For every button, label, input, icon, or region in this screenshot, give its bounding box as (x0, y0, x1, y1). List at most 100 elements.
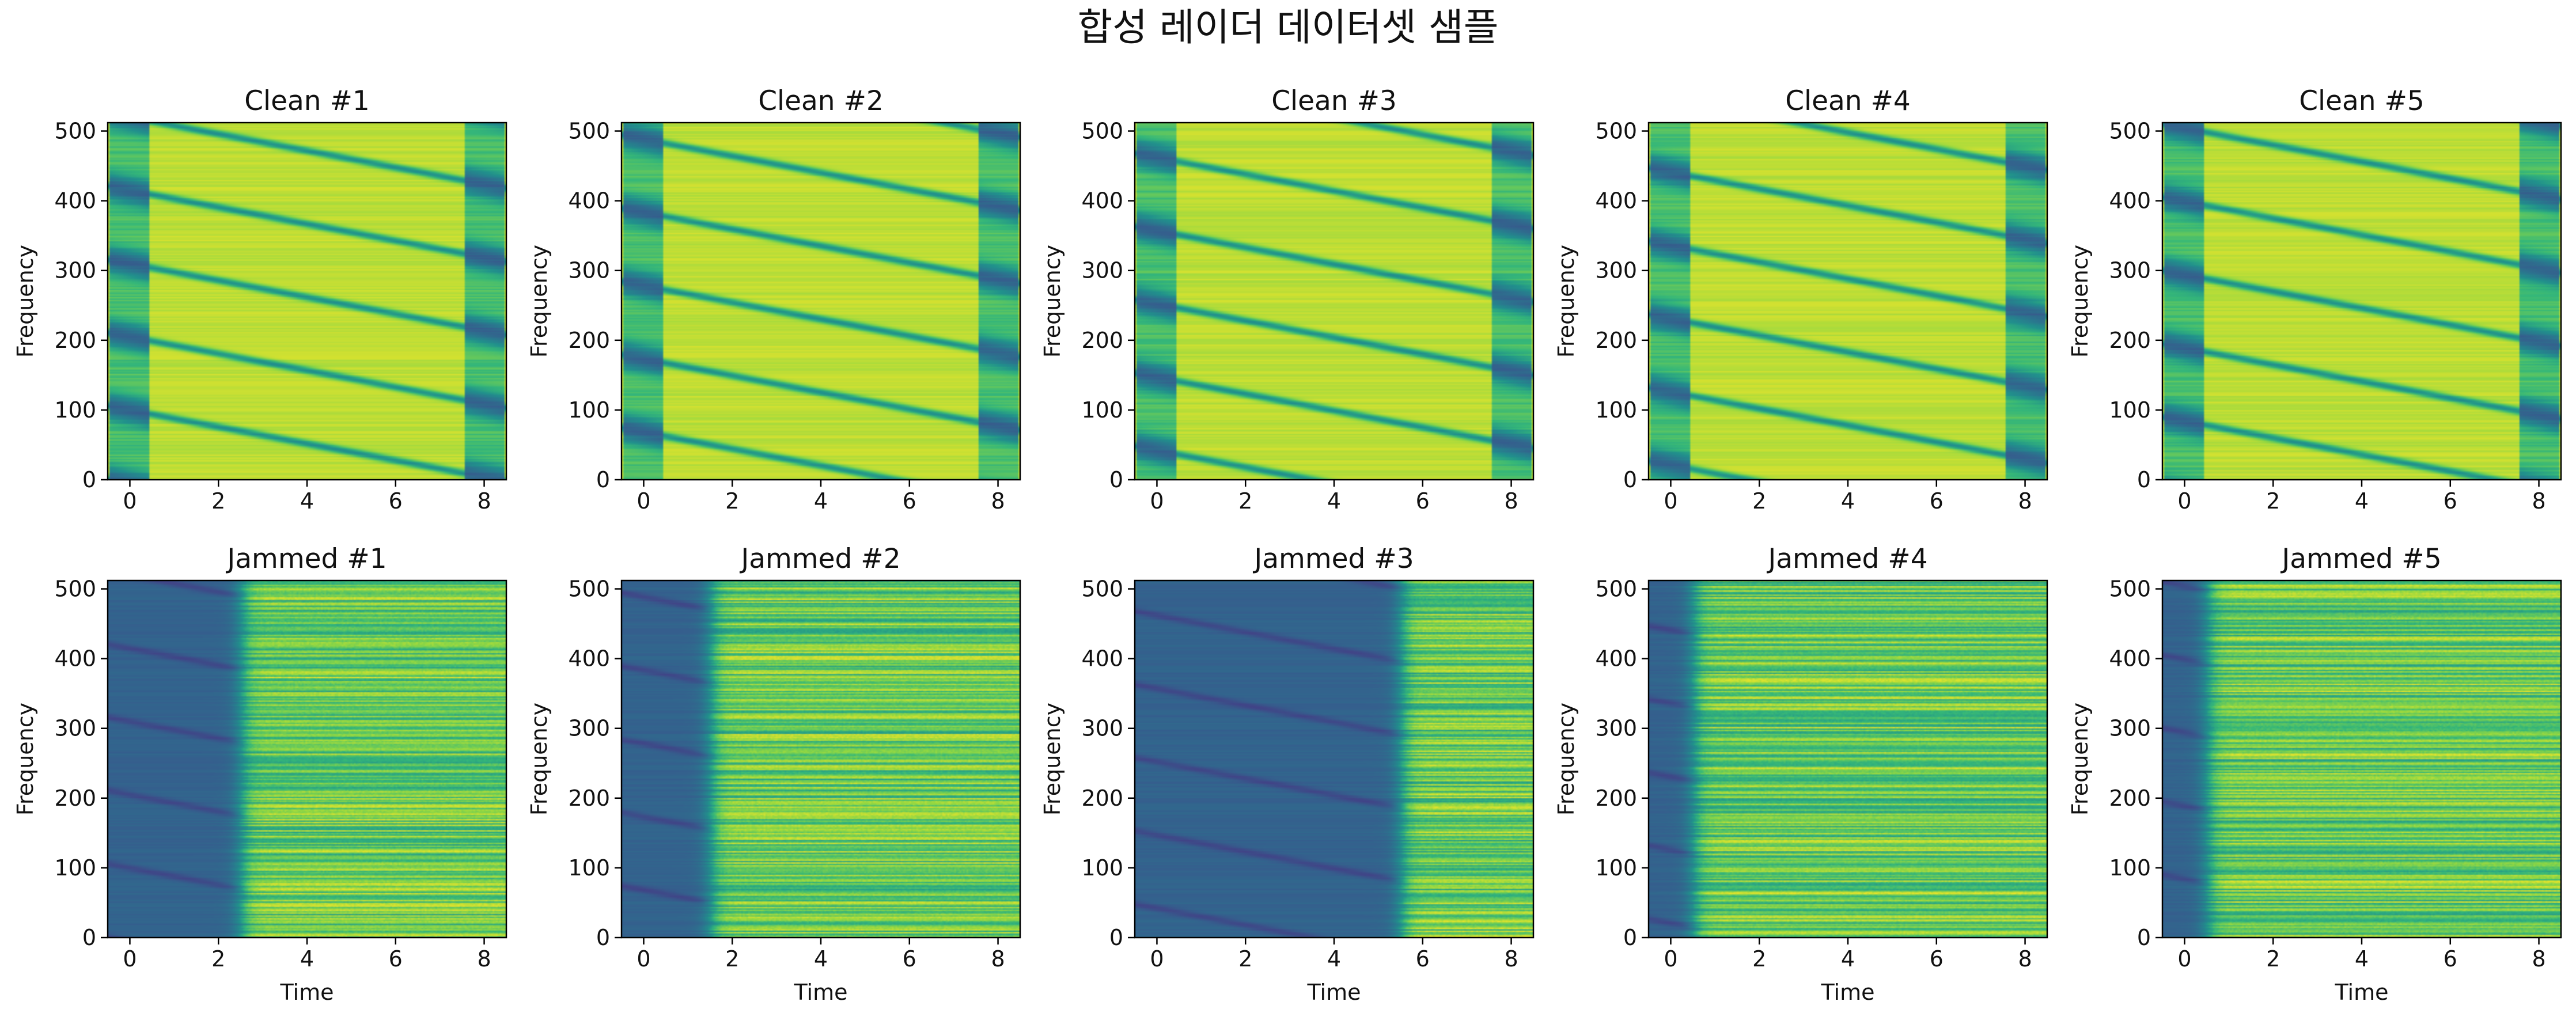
y-tick-label: 0 (1623, 925, 1637, 950)
y-tick-label: 200 (1081, 786, 1123, 811)
heatmap-image (2162, 581, 2561, 938)
subplot-title: Clean #1 (244, 85, 370, 117)
heatmap-image (1649, 581, 2047, 938)
y-tick-label: 500 (2109, 119, 2151, 144)
x-tick-label: 0 (123, 488, 137, 514)
y-tick-label: 300 (568, 258, 610, 283)
y-tick-label: 400 (1081, 188, 1123, 214)
heatmap-image (1649, 123, 2047, 480)
x-tick-label: 6 (1930, 488, 1944, 514)
x-tick-label: 8 (2018, 946, 2032, 972)
subplot-9: Jammed #4 0 2 4 6 8 0 100 200 300 400 500 Frequency T… (1554, 543, 2048, 1005)
subplot-5: Clean #5 0 2 4 6 8 0 100 200 300 400 500 Frequency (2067, 85, 2562, 514)
y-tick-label: 300 (1081, 716, 1123, 741)
y-axis-label: Frequency (13, 245, 38, 358)
x-tick-label: 4 (300, 488, 314, 514)
y-tick-label: 200 (54, 786, 96, 811)
y-tick-label: 500 (2109, 576, 2151, 602)
y-tick-label: 100 (54, 855, 96, 881)
x-tick-label: 2 (1238, 488, 1252, 514)
y-tick-label: 300 (1595, 258, 1637, 283)
y-tick-label: 100 (568, 397, 610, 423)
y-tick-label: 200 (1081, 328, 1123, 353)
x-tick-label: 2 (211, 488, 225, 514)
y-tick-label: 300 (1595, 716, 1637, 741)
x-tick-label: 4 (1327, 946, 1341, 972)
y-tick-label: 500 (1595, 119, 1637, 144)
x-tick-label: 4 (814, 946, 828, 972)
y-tick-label: 0 (1109, 925, 1123, 950)
x-axis-label: Time (794, 980, 848, 1005)
y-tick-label: 300 (54, 716, 96, 741)
x-tick-label: 2 (1752, 488, 1766, 514)
x-tick-label: 4 (1841, 946, 1855, 972)
y-tick-label: 200 (1595, 786, 1637, 811)
x-tick-label: 4 (1841, 488, 1855, 514)
y-axis-label: Frequency (13, 703, 38, 815)
heatmap-image (2162, 123, 2561, 480)
x-tick-label: 0 (2177, 946, 2191, 972)
y-axis-label: Frequency (1040, 703, 1065, 815)
subplot-2: Clean #2 0 2 4 6 8 0 100 200 300 400 500 Frequency (526, 85, 1021, 514)
subplot-4: Clean #4 0 2 4 6 8 0 100 200 300 400 500 Frequency (1554, 85, 2048, 514)
y-tick-label: 100 (1595, 855, 1637, 881)
x-tick-label: 6 (2444, 488, 2457, 514)
y-tick-label: 500 (54, 119, 96, 144)
x-tick-label: 4 (814, 488, 828, 514)
subplot-title: Clean #4 (1785, 85, 1911, 117)
x-tick-label: 4 (1327, 488, 1341, 514)
y-tick-label: 100 (54, 397, 96, 423)
y-tick-label: 400 (54, 646, 96, 672)
y-tick-label: 300 (1081, 258, 1123, 283)
x-axis-label: Time (280, 980, 334, 1005)
subplot-8: Jammed #3 0 2 4 6 8 0 100 200 300 400 500 Frequency T… (1040, 543, 1535, 1005)
heatmap-image (622, 581, 1020, 938)
y-tick-label: 400 (2109, 188, 2151, 214)
y-tick-label: 400 (1081, 646, 1123, 672)
x-tick-label: 8 (2018, 488, 2032, 514)
y-axis-label: Frequency (1040, 245, 1065, 358)
y-tick-label: 400 (1595, 188, 1637, 214)
x-tick-label: 6 (389, 946, 403, 972)
x-tick-label: 8 (2532, 946, 2545, 972)
y-tick-label: 100 (2109, 397, 2151, 423)
x-tick-label: 4 (2355, 488, 2369, 514)
y-tick-label: 0 (596, 925, 610, 950)
y-tick-label: 0 (1109, 467, 1123, 492)
heatmap-image (1135, 123, 1533, 480)
subplot-title: Jammed #2 (739, 543, 900, 575)
x-tick-label: 6 (903, 488, 916, 514)
y-tick-label: 500 (568, 576, 610, 602)
x-tick-label: 8 (477, 946, 491, 972)
x-tick-label: 0 (123, 946, 137, 972)
x-tick-label: 6 (1930, 946, 1944, 972)
subplot-grid: Clean #10 2 4 6 80100200300400500FrequencyCl… (13, 85, 2562, 1005)
x-tick-label: 8 (991, 946, 1005, 972)
subplot-title: Jammed #1 (225, 543, 387, 575)
y-tick-label: 500 (1081, 119, 1123, 144)
subplot-10: Jammed #5 0 2 4 6 8 0 100 200 300 400 500 Frequency T… (2067, 543, 2562, 1005)
y-tick-label: 300 (54, 258, 96, 283)
y-tick-label: 200 (568, 786, 610, 811)
x-tick-label: 8 (477, 488, 491, 514)
x-tick-label: 0 (1150, 488, 1164, 514)
y-axis-label: Frequency (526, 245, 552, 358)
heatmap-image (108, 581, 506, 938)
y-tick-label: 300 (2109, 716, 2151, 741)
x-tick-label: 6 (1416, 488, 1430, 514)
y-tick-label: 400 (1595, 646, 1637, 672)
y-tick-label: 100 (1081, 855, 1123, 881)
y-tick-label: 500 (1595, 576, 1637, 602)
heatmap-image (108, 123, 506, 480)
x-tick-label: 2 (2266, 946, 2280, 972)
subplot-title: Jammed #4 (1766, 543, 1927, 575)
x-tick-label: 8 (991, 488, 1005, 514)
y-axis-label: Frequency (526, 703, 552, 815)
y-tick-label: 500 (1081, 576, 1123, 602)
y-tick-label: 500 (568, 119, 610, 144)
figure-title: 합성 레이더 데이터셋 샘플 (1078, 5, 1499, 50)
y-tick-label: 400 (568, 646, 610, 672)
subplot-title: Clean #5 (2299, 85, 2425, 117)
x-tick-label: 0 (1150, 946, 1164, 972)
